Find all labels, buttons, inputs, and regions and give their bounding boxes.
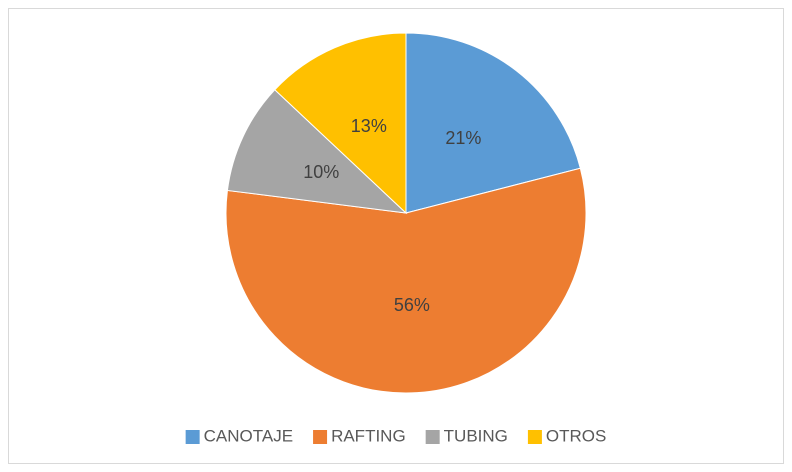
data-label: 21%: [445, 128, 481, 148]
legend-label: CANOTAJE: [204, 426, 293, 445]
legend-label: TUBING: [444, 426, 508, 445]
pie-slice: [225, 167, 587, 394]
pie-slice: [226, 89, 408, 214]
data-label: 13%: [351, 116, 387, 136]
data-label: 10%: [303, 162, 339, 182]
data-label: 56%: [394, 295, 430, 315]
legend-swatch: [185, 430, 200, 444]
legend-label: RAFTING: [331, 426, 406, 445]
legend-swatch: [313, 430, 328, 444]
pie-slice: [274, 32, 407, 215]
legend-swatch: [425, 430, 440, 444]
legend-swatch: [527, 430, 542, 444]
legend-label: OTROS: [546, 426, 606, 445]
pie-slice: [405, 32, 581, 214]
